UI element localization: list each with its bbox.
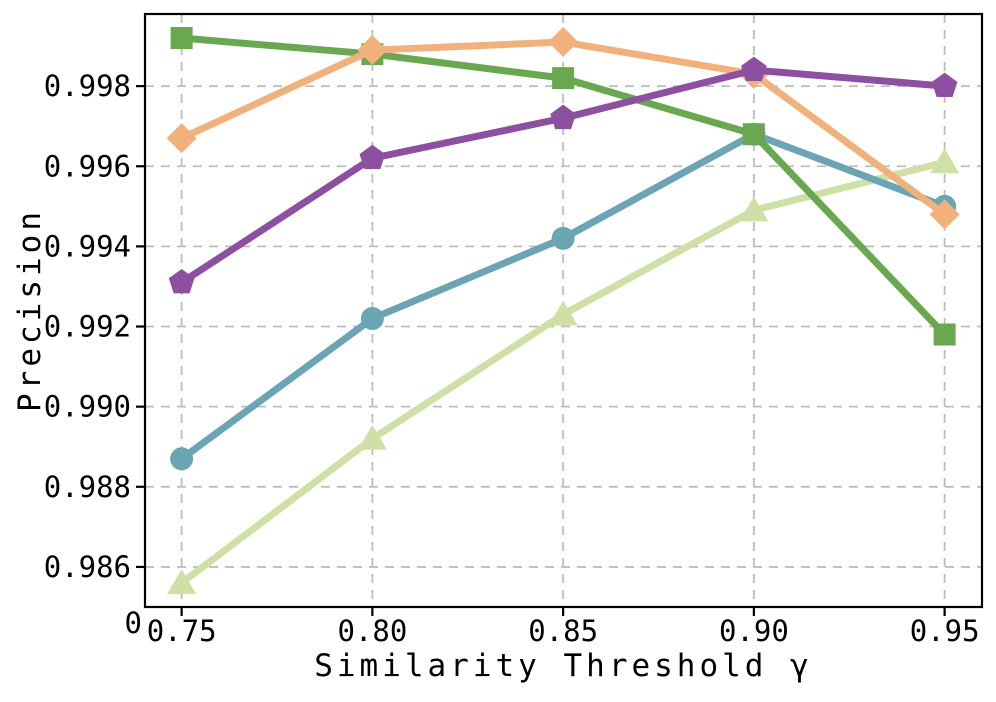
- x-tick-label: 0.75: [147, 614, 217, 648]
- diamond-series-marker: [548, 27, 579, 58]
- x-axis-label: Similarity Threshold γ: [314, 648, 813, 684]
- square-series-marker: [933, 323, 956, 346]
- y-tick-label: 0.986: [44, 550, 131, 584]
- y-tick-label: 0.996: [44, 149, 131, 183]
- pentagon-series-marker: [550, 104, 576, 130]
- diamond-series-marker: [357, 35, 388, 66]
- y-origin-tick-label: 0: [125, 606, 142, 640]
- y-tick-label: 0.992: [44, 310, 131, 344]
- y-axis-label: Precision: [12, 208, 48, 412]
- y-tick-label: 0.990: [44, 390, 131, 424]
- circle-series-marker: [551, 226, 575, 250]
- square-series-marker: [170, 27, 193, 50]
- x-tick-label: 0.85: [528, 614, 598, 648]
- square-series-marker: [552, 67, 575, 90]
- x-tick-label: 0.95: [910, 614, 980, 648]
- y-tick-label: 0.998: [44, 69, 131, 103]
- y-tick-label: 0.994: [44, 229, 131, 263]
- triangle-series-marker: [548, 300, 578, 326]
- triangle-series-marker: [167, 568, 197, 594]
- circle-series-marker: [170, 447, 194, 471]
- diamond-series-marker: [929, 199, 960, 230]
- pentagon-series-marker: [931, 72, 958, 98]
- triangle-series-marker: [930, 148, 960, 174]
- square-series-marker: [742, 123, 765, 146]
- pentagon-series-marker: [359, 144, 386, 170]
- x-tick-label: 0.80: [337, 614, 407, 648]
- pentagon-series-marker: [741, 56, 767, 82]
- triangle-series-marker: [739, 196, 769, 222]
- circle-series-marker: [360, 307, 384, 331]
- triangle-series-marker: [357, 424, 387, 450]
- y-tick-label: 0.988: [44, 470, 131, 504]
- x-tick-label: 0.90: [719, 614, 789, 648]
- pentagon-series-marker: [168, 268, 195, 294]
- diamond-series-marker: [166, 123, 197, 154]
